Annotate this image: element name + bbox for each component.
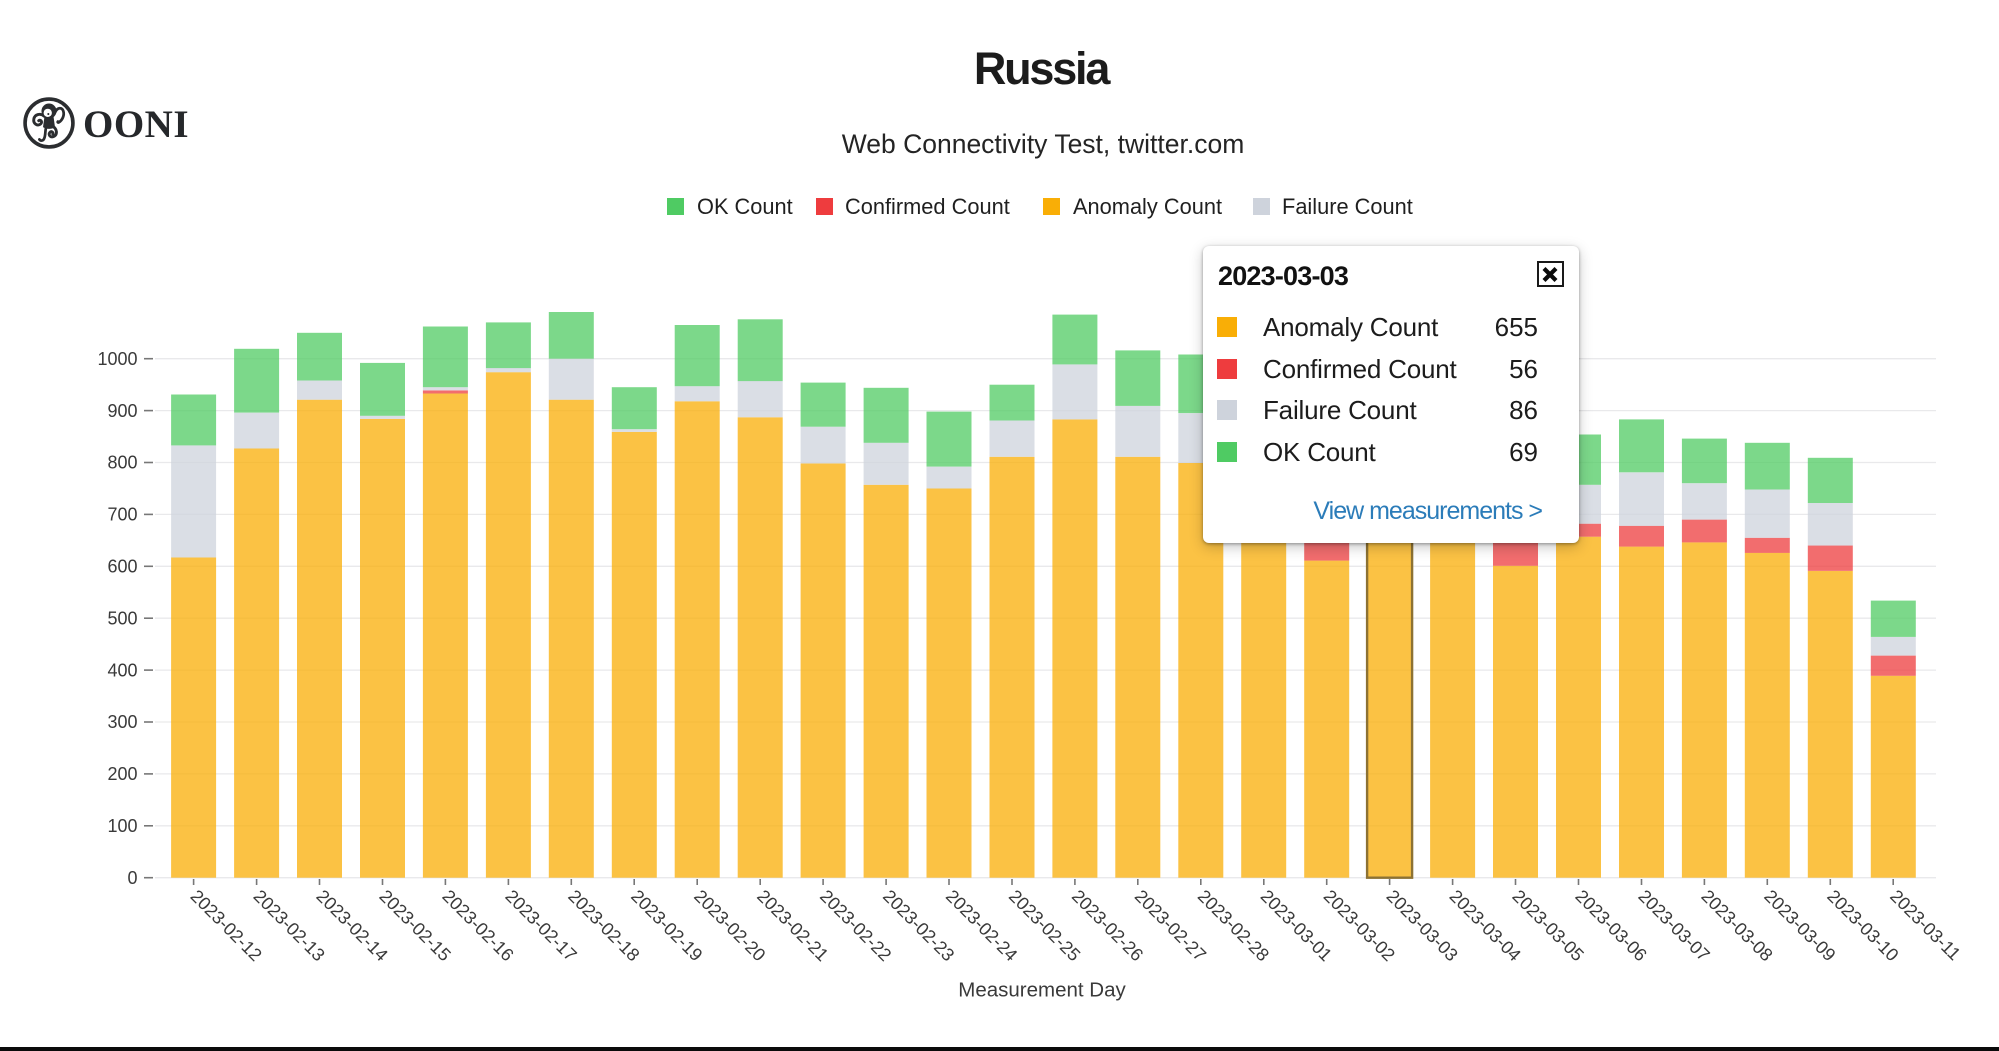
svg-text:600: 600 bbox=[107, 557, 137, 577]
svg-text:0: 0 bbox=[127, 868, 137, 888]
svg-text:400: 400 bbox=[107, 660, 137, 680]
svg-text:700: 700 bbox=[107, 505, 137, 525]
svg-text:200: 200 bbox=[107, 764, 137, 784]
svg-text:1000: 1000 bbox=[97, 349, 137, 369]
svg-text:Measurement Day: Measurement Day bbox=[958, 979, 1126, 1002]
svg-text:300: 300 bbox=[107, 712, 137, 732]
svg-text:100: 100 bbox=[107, 816, 137, 836]
svg-text:800: 800 bbox=[107, 453, 137, 473]
svg-text:900: 900 bbox=[107, 401, 137, 421]
svg-text:500: 500 bbox=[107, 608, 137, 628]
